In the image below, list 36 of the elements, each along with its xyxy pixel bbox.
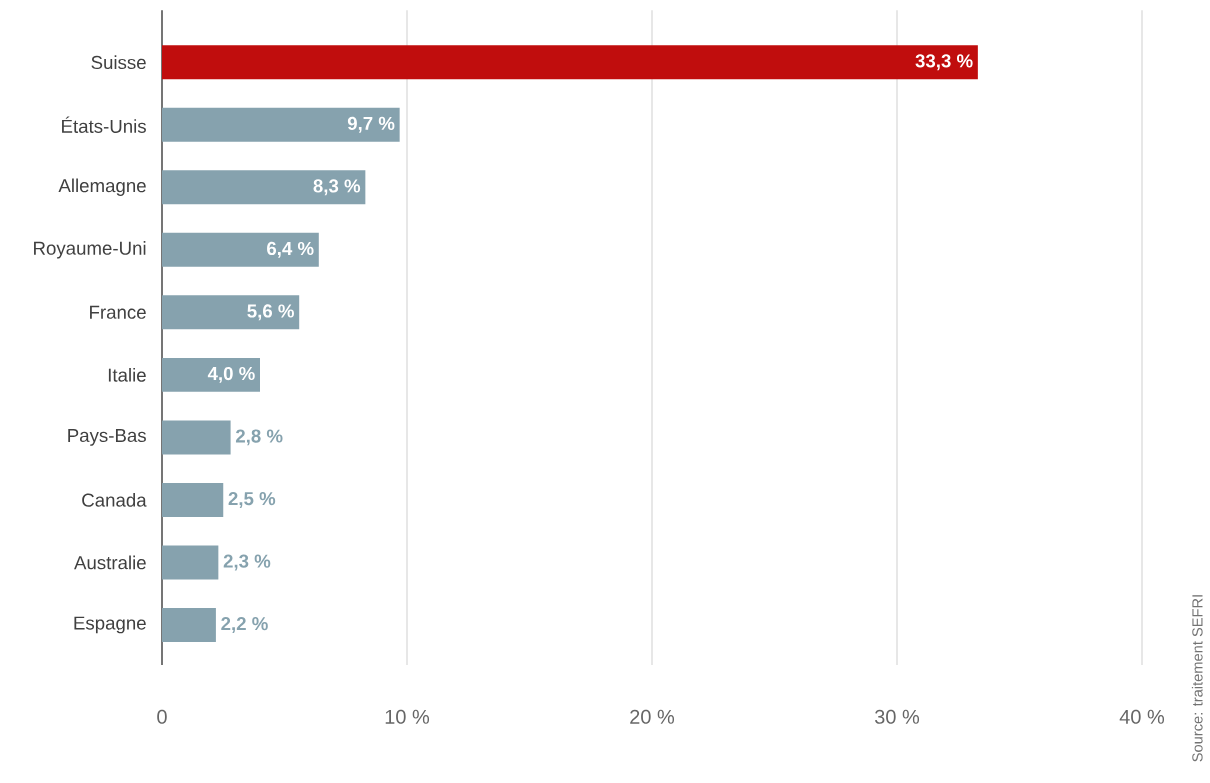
bar: [162, 295, 300, 330]
y-tick-label: Espagne: [74, 616, 146, 634]
y-tick-label: États-Unis: [62, 116, 146, 133]
x-tick-label: 30 %: [874, 709, 920, 724]
x-tick-label: 20 %: [630, 709, 675, 724]
bar: [162, 420, 231, 455]
data-label: 33,3 %: [915, 54, 973, 71]
data-label: 4,0 %: [207, 366, 255, 383]
x-tick-label: 0: [157, 709, 167, 724]
y-tick-label: Canada: [82, 493, 147, 507]
y-tick-label: Italie: [108, 368, 146, 382]
data-label: 2,3 %: [223, 554, 271, 571]
bar: [162, 45, 978, 80]
x-tick-label: 10 %: [385, 709, 430, 724]
bar: [162, 107, 400, 142]
data-label: 9,7 %: [347, 116, 395, 133]
source-note: Source: traitement SEFRI: [1191, 595, 1203, 762]
data-label: 6,4 %: [267, 241, 314, 258]
y-tick-label: Royaume-Uni: [34, 241, 146, 259]
x-tick-label: 40 %: [1119, 709, 1165, 724]
bar: [162, 545, 219, 580]
data-label: 5,6 %: [247, 304, 294, 321]
y-tick-label: Allemagne: [58, 178, 146, 196]
y-tick-label: Australie: [74, 555, 146, 570]
bar: [162, 607, 216, 642]
data-label: 8,3 %: [313, 179, 361, 196]
bar: [162, 482, 224, 517]
y-tick-label: Suisse: [91, 55, 146, 70]
data-label: 2,8 %: [235, 429, 283, 446]
data-label: 2,5 %: [228, 491, 276, 508]
y-tick-label: France: [90, 305, 146, 319]
data-label: 2,2 %: [221, 617, 268, 633]
bar: [162, 170, 366, 205]
y-tick-label: Pays-Bas: [68, 429, 146, 446]
bar: [162, 232, 319, 267]
bar: [162, 357, 260, 392]
